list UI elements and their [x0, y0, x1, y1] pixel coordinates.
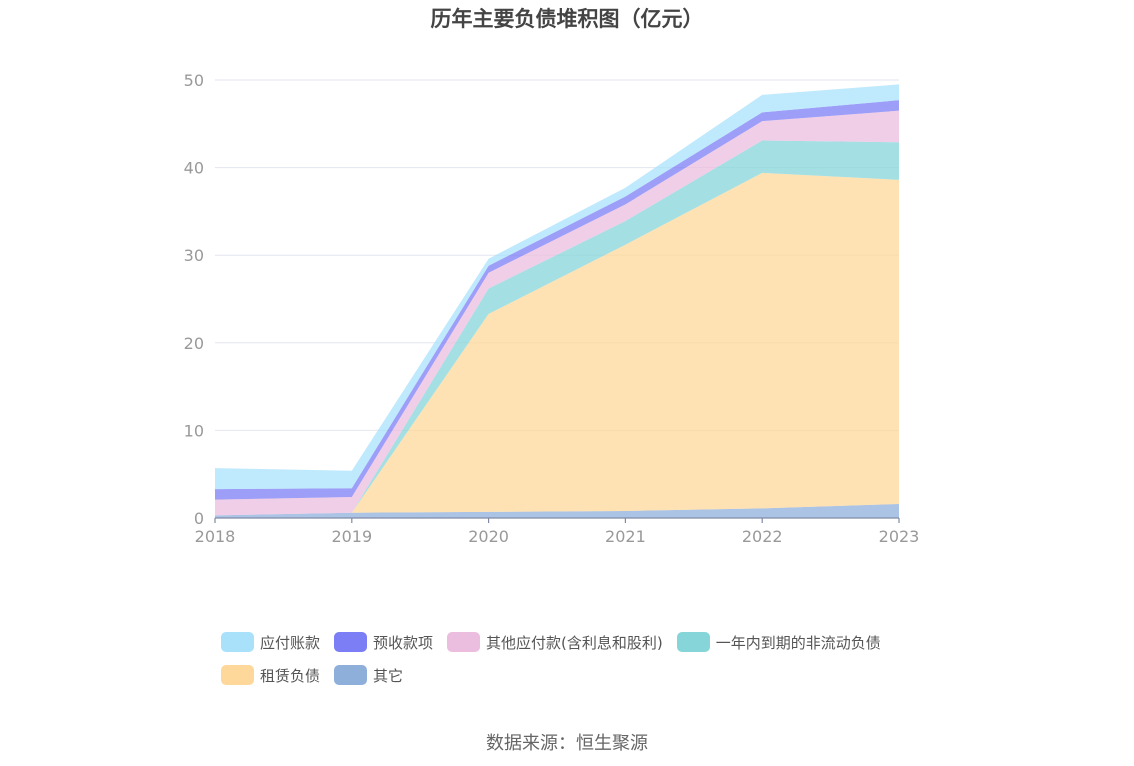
- source-note: 数据来源：恒生聚源: [486, 733, 648, 754]
- legend-item[interactable]: 租赁负债: [221, 664, 320, 686]
- legend-item[interactable]: 预收款项: [334, 631, 433, 653]
- legend: 应付账款 预收款项 其他应付款(含利息和股利) 一年内到期的非流动负债租赁负债 其它: [221, 631, 941, 686]
- x-tick-label: 2021: [605, 527, 646, 546]
- x-tick-label: 2018: [195, 527, 236, 546]
- legend-item[interactable]: 其他应付款(含利息和股利): [447, 631, 663, 653]
- legend-swatch: [221, 632, 254, 652]
- chart-title: 历年主要负债堆积图（亿元）: [430, 7, 704, 31]
- y-tick-label: 50: [184, 71, 204, 90]
- legend-item[interactable]: 应付账款: [221, 631, 320, 653]
- x-tick-label: 2023: [879, 527, 920, 546]
- legend-label: 其它: [373, 666, 404, 685]
- legend-label: 租赁负债: [260, 666, 321, 685]
- legend-label: 一年内到期的非流动负债: [715, 633, 881, 652]
- legend-swatch: [334, 665, 368, 685]
- axis-layer: 0 10 20 30 40 50 2018 2019 2020 2021 2022 2023: [184, 71, 920, 546]
- x-tick-label: 2020: [468, 527, 509, 546]
- legend-swatch: [221, 665, 254, 685]
- legend-swatch: [334, 632, 368, 652]
- x-tick-label: 2022: [742, 527, 783, 546]
- area-layer: [215, 84, 899, 518]
- legend-item[interactable]: 其它: [334, 664, 403, 686]
- legend-item[interactable]: 一年内到期的非流动负债: [676, 631, 881, 653]
- y-tick-label: 30: [184, 246, 204, 265]
- legend-swatch: [676, 632, 710, 652]
- stacked-area-chart: 0 10 20 30 40 50 2018 2019 2020 2021 2022 2023: [184, 71, 920, 546]
- legend-swatch: [447, 632, 481, 652]
- legend-label: 预收款项: [373, 633, 434, 652]
- legend-label: 应付账款: [260, 633, 321, 652]
- y-tick-label: 0: [194, 509, 204, 528]
- legend-label: 其他应付款(含利息和股利): [486, 633, 663, 652]
- area-series-0: [215, 503, 899, 518]
- x-tick-label: 2019: [331, 527, 372, 546]
- area-series-1: [215, 172, 899, 516]
- y-tick-label: 20: [184, 334, 204, 353]
- y-tick-label: 40: [184, 159, 204, 178]
- y-tick-label: 10: [184, 421, 204, 440]
